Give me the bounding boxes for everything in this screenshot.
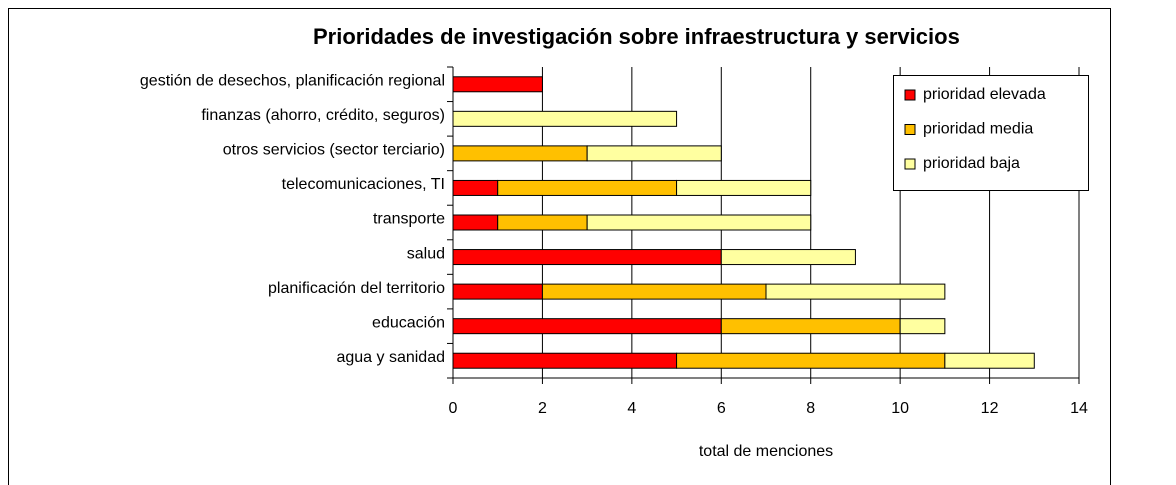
bar xyxy=(452,214,499,231)
bar xyxy=(765,283,946,300)
bar xyxy=(541,283,767,300)
x-tick-label: 10 xyxy=(891,400,909,417)
y-tick-label: agua y sanidad xyxy=(336,349,445,366)
y-tick-label: transporte xyxy=(373,211,445,228)
bar xyxy=(497,214,588,231)
bar xyxy=(452,318,722,335)
legend-label: prioridad media xyxy=(923,121,1033,138)
bar xyxy=(452,110,678,127)
bar xyxy=(720,249,856,266)
y-tick-label: planificación del territorio xyxy=(268,280,445,297)
y-tick-label: salud xyxy=(407,245,445,262)
legend-swatch xyxy=(904,124,916,135)
legend-swatch xyxy=(904,158,916,170)
legend-swatch xyxy=(904,89,916,101)
bar xyxy=(676,352,946,369)
bar xyxy=(452,145,588,162)
chart-border xyxy=(8,8,1111,485)
bar xyxy=(720,318,901,335)
bar xyxy=(452,283,543,300)
legend xyxy=(893,75,1089,191)
x-axis-label: total de menciones xyxy=(699,443,833,460)
x-tick-label: 6 xyxy=(717,400,726,417)
y-tick-label: gestión de desechos, planificación regio… xyxy=(140,72,445,89)
bar xyxy=(452,352,678,369)
chart-title: Prioridades de investigación sobre infra… xyxy=(313,24,960,49)
y-tick-label: otros servicios (sector terciario) xyxy=(223,142,445,159)
x-tick-label: 0 xyxy=(449,400,458,417)
bar xyxy=(676,179,812,196)
bar xyxy=(452,76,543,93)
bar xyxy=(899,318,946,335)
bar xyxy=(497,179,678,196)
bar xyxy=(452,249,722,266)
bar xyxy=(452,179,499,196)
bar xyxy=(944,352,1035,369)
bar xyxy=(586,145,722,162)
y-tick-label: educación xyxy=(372,314,445,331)
bar xyxy=(586,214,812,231)
x-tick-label: 4 xyxy=(627,400,636,417)
x-tick-label: 14 xyxy=(1070,400,1088,417)
x-tick-label: 2 xyxy=(538,400,547,417)
y-tick-label: finanzas (ahorro, crédito, seguros) xyxy=(201,107,445,124)
x-tick-label: 8 xyxy=(806,400,815,417)
x-tick-label: 12 xyxy=(981,400,999,417)
y-tick-label: telecomunicaciones, TI xyxy=(282,176,445,193)
legend-label: prioridad elevada xyxy=(923,86,1046,103)
legend-label: prioridad baja xyxy=(923,155,1020,172)
